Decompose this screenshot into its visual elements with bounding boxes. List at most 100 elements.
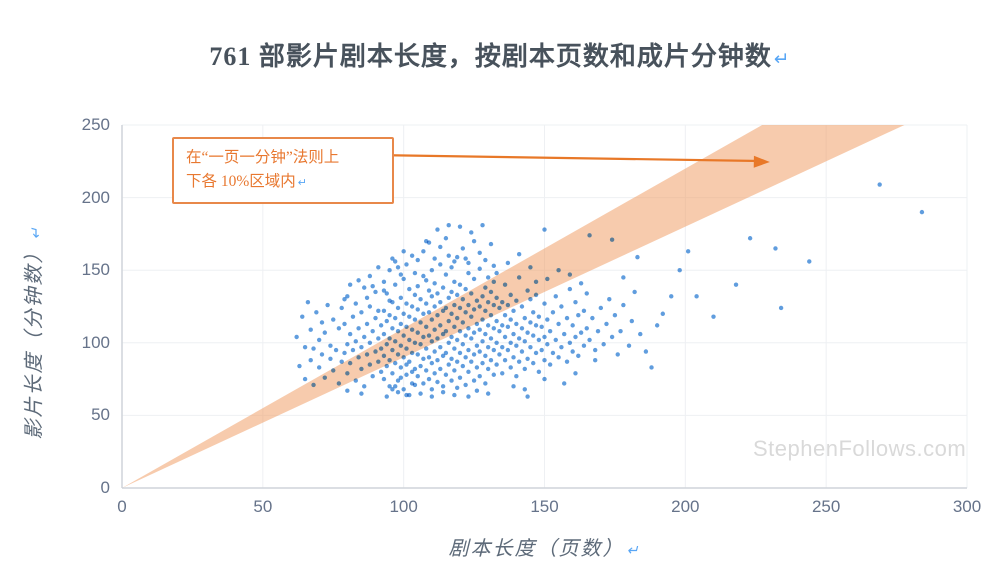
scatter-point <box>539 324 544 330</box>
scatter-point <box>562 331 567 337</box>
scatter-point <box>466 326 471 331</box>
scatter-point <box>626 343 632 348</box>
x-tick-label: 200 <box>671 497 700 516</box>
scatter-point <box>311 346 316 351</box>
scatter-point <box>378 323 384 328</box>
scatter-point <box>469 314 474 319</box>
scatter-point <box>677 268 682 273</box>
scatter-point <box>421 334 426 340</box>
scatter-point <box>576 353 581 359</box>
scatter-point <box>426 333 432 338</box>
scatter-point <box>460 320 466 325</box>
scatter-point <box>511 308 516 314</box>
scatter-point <box>370 283 375 289</box>
scatter-point <box>401 333 406 338</box>
scatter-point <box>471 378 477 383</box>
y-tick-label: 100 <box>81 332 110 352</box>
scatter-point <box>621 275 626 280</box>
scatter-point <box>525 394 530 399</box>
y-tick-label: 0 <box>100 478 110 497</box>
scatter-point <box>533 350 539 356</box>
scatter-point <box>407 337 412 343</box>
scatter-point <box>407 359 412 364</box>
scatter-point <box>502 313 508 318</box>
scatter-point <box>316 365 322 370</box>
scatter-point <box>491 372 496 377</box>
scatter-point <box>485 366 491 372</box>
annotation-arrowhead-icon <box>753 155 770 168</box>
x-tick-label: 50 <box>253 497 273 516</box>
scatter-point <box>522 315 527 321</box>
scatter-point <box>660 311 665 316</box>
scatter-point <box>353 339 358 344</box>
scatter-point <box>516 275 522 280</box>
scatter-point <box>505 260 511 266</box>
scatter-point <box>429 294 435 299</box>
scatter-point <box>502 334 508 340</box>
scatter-point <box>545 317 550 322</box>
scatter-point <box>347 360 353 366</box>
scatter-point <box>412 382 418 388</box>
scatter-point <box>449 356 454 361</box>
scatter-point <box>547 328 553 334</box>
scatter-point <box>494 270 499 276</box>
scatter-point <box>590 315 595 321</box>
scatter-point <box>418 391 423 396</box>
scatter-point <box>398 295 404 300</box>
scatter-point <box>471 330 477 335</box>
scatter-point <box>669 294 674 299</box>
scatter-point <box>412 292 418 298</box>
scatter-point <box>466 302 471 308</box>
scatter-point <box>578 330 584 335</box>
scatter-point <box>356 326 361 331</box>
scatter-point <box>454 254 460 260</box>
scatter-point <box>542 301 547 306</box>
scatter-point <box>418 363 423 369</box>
scatter-point <box>609 237 615 242</box>
scatter-point <box>381 376 387 382</box>
scatter-point <box>485 323 491 328</box>
scatter-point <box>429 317 435 322</box>
scatter-point <box>531 310 536 315</box>
scatter-point <box>564 359 570 364</box>
scatter-point <box>449 311 454 316</box>
scatter-point <box>373 349 378 354</box>
scatter-point <box>412 340 418 345</box>
scatter-point <box>457 305 463 311</box>
scatter-point <box>488 336 494 341</box>
scatter-point <box>500 323 505 328</box>
scatter-point <box>418 320 423 325</box>
scatter-point <box>511 331 516 337</box>
scatter-point <box>463 333 468 338</box>
annotation-line1: 在“一页一分钟”法则上 <box>186 149 340 166</box>
scatter-point <box>463 256 468 261</box>
scatter-point <box>446 253 451 258</box>
scatter-point <box>393 259 398 264</box>
scatter-point <box>342 321 347 327</box>
scatter-point <box>773 246 778 251</box>
scatter-point <box>387 313 392 318</box>
scatter-point <box>432 304 437 309</box>
scatter-points <box>294 182 925 399</box>
scatter-point <box>333 347 339 353</box>
scatter-point <box>485 344 491 350</box>
scatter-point <box>429 394 435 399</box>
scatter-point <box>454 359 460 364</box>
chart-title-text: 761 部影片剧本长度，按剧本页数和成片分钟数 <box>209 42 772 71</box>
scatter-point <box>429 387 435 392</box>
scatter-point <box>491 302 496 308</box>
scatter-point <box>542 334 547 340</box>
scatter-point <box>654 323 660 328</box>
scatter-point <box>305 299 311 305</box>
scatter-point <box>404 362 409 367</box>
scatter-point <box>449 289 454 295</box>
scatter-point <box>477 349 482 354</box>
scatter-point <box>398 321 404 327</box>
scatter-point <box>747 236 753 241</box>
scatter-point <box>531 333 536 338</box>
scatter-point <box>542 358 547 363</box>
scatter-point <box>511 355 516 360</box>
scatter-point <box>471 238 477 244</box>
scatter-point <box>336 326 342 331</box>
